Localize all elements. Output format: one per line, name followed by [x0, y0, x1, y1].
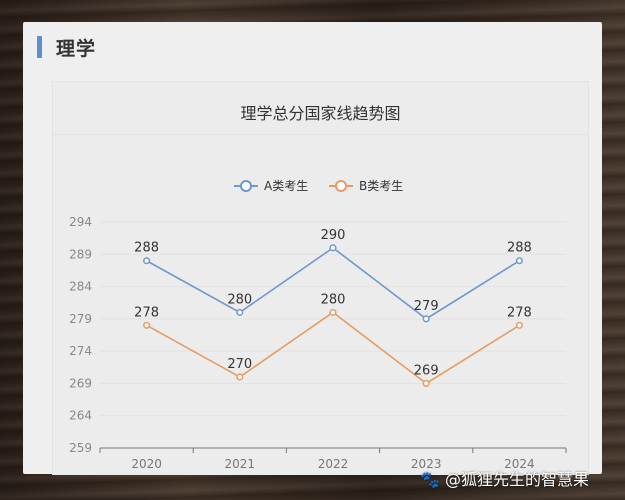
- legend-marker: [240, 180, 252, 192]
- data-label: 290: [321, 228, 346, 243]
- section-accent-bar: [37, 36, 42, 58]
- data-point: [515, 257, 523, 265]
- data-label: 279: [414, 299, 439, 314]
- data-point: [329, 244, 337, 252]
- legend-label: A类考生: [264, 179, 308, 193]
- data-point: [143, 257, 151, 265]
- section-title: 理学: [56, 38, 97, 60]
- legend-label: B类考生: [359, 179, 403, 193]
- y-tick-label: 269: [69, 376, 92, 390]
- y-tick-label: 294: [69, 215, 92, 229]
- panel-divider: [53, 134, 588, 135]
- data-label: 278: [134, 305, 159, 320]
- content-card: 理学 理学总分国家线趋势图 259 264 269 274 279 284 289 294 20…: [23, 22, 602, 475]
- data-label: 288: [507, 241, 532, 256]
- series-line: [146, 311, 520, 385]
- data-point: [236, 308, 244, 316]
- chart-title: 理学总分国家线趋势图: [240, 104, 401, 123]
- chart-panel: 理学总分国家线趋势图 259 264 269 274 279 284 289 294 2020 2…: [52, 81, 589, 475]
- data-point: [329, 308, 337, 316]
- data-point: [422, 315, 430, 323]
- x-tick-label: 2023: [411, 457, 442, 471]
- data-point: [422, 379, 430, 387]
- line-chart: 259 264 269 274 279 284 289 294 2020 2021 2022 2023…: [69, 179, 567, 471]
- y-tick-label: 259: [69, 441, 92, 455]
- y-tick-label: 284: [69, 280, 92, 294]
- y-tick-label: 264: [69, 409, 92, 423]
- data-label: 288: [134, 241, 159, 256]
- series-line: [146, 246, 520, 320]
- y-tick-label: 289: [69, 247, 92, 261]
- data-label: 269: [414, 363, 439, 378]
- y-tick-label: 279: [69, 312, 92, 326]
- x-tick-label: 2024: [504, 457, 535, 471]
- x-tick-label: 2021: [225, 457, 256, 471]
- data-point: [515, 321, 523, 329]
- data-label: 280: [321, 292, 346, 307]
- data-point: [143, 321, 151, 329]
- data-label: 280: [227, 292, 252, 307]
- legend-marker: [335, 180, 347, 192]
- x-tick-label: 2022: [318, 457, 349, 471]
- data-label: 278: [507, 305, 532, 320]
- y-tick-label: 274: [69, 344, 92, 358]
- watermark-text: 🐾 @狐狸先生的智慧果: [420, 470, 590, 489]
- data-point: [236, 373, 244, 381]
- data-label: 270: [227, 357, 252, 372]
- x-tick-label: 2020: [131, 457, 162, 471]
